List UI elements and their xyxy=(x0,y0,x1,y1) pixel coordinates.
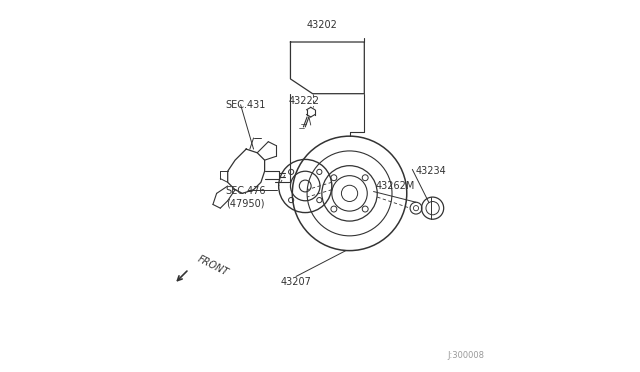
Text: 43262M: 43262M xyxy=(376,181,415,191)
Text: SEC.431: SEC.431 xyxy=(226,100,266,110)
Text: 43207: 43207 xyxy=(280,277,312,287)
Text: J:300008: J:300008 xyxy=(447,351,484,360)
Text: 43234: 43234 xyxy=(416,166,447,176)
Text: 43222: 43222 xyxy=(289,96,319,106)
Text: 43202: 43202 xyxy=(307,20,337,31)
Text: SEC.476
(47950): SEC.476 (47950) xyxy=(226,186,266,208)
Text: FRONT: FRONT xyxy=(196,253,230,278)
